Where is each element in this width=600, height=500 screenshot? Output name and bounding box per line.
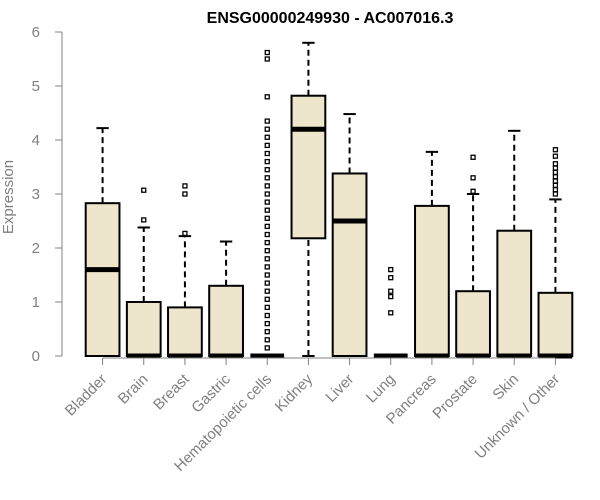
outlier-point (552, 174, 559, 180)
outlier-point (552, 153, 559, 159)
outlier-point (264, 183, 270, 189)
box-liver (331, 113, 368, 357)
outlier-point (552, 187, 559, 193)
box-lung (373, 266, 408, 359)
box (290, 94, 327, 240)
outlier-point (388, 293, 394, 300)
y-tick-label: 6 (32, 24, 40, 41)
y-tick-label: 1 (32, 294, 40, 311)
box (84, 202, 121, 357)
outlier-point (264, 288, 270, 294)
box-breast (167, 183, 203, 359)
outlier-point (264, 320, 270, 327)
outlier-point (264, 256, 270, 262)
outlier-point (264, 296, 270, 302)
outlier-point (264, 56, 270, 62)
outlier-point (264, 272, 270, 278)
outlier-point (182, 191, 188, 197)
outlier-point (470, 175, 476, 181)
outlier-point (264, 49, 270, 56)
outlier-point (264, 345, 270, 351)
outlier-point (264, 248, 270, 254)
x-tick-label: Liver (322, 371, 357, 406)
box-gastric (208, 240, 244, 359)
outlier-point (552, 147, 559, 153)
x-tick-label: Bladder (62, 371, 111, 420)
outlier-point (264, 175, 270, 181)
box (414, 204, 450, 357)
box (496, 229, 533, 357)
outlier-point (552, 165, 559, 171)
outlier-point (264, 126, 270, 132)
outlier-point (388, 266, 394, 273)
outlier-point (264, 280, 270, 286)
outlier-point (264, 239, 270, 246)
box-skin (496, 129, 533, 359)
outlier-point (552, 178, 559, 184)
outlier-point (552, 161, 559, 167)
box-hematopoietic-cells (250, 49, 285, 359)
x-tick-label: Skin (489, 371, 522, 404)
box (167, 306, 203, 357)
outlier-point (264, 167, 270, 173)
box-unknown-other (537, 147, 574, 359)
box-bladder (84, 127, 121, 357)
outlier-point (264, 94, 270, 100)
x-tick-label: Breast (150, 370, 193, 413)
y-axis-label: Expression (0, 160, 17, 234)
outlier-point (552, 169, 559, 176)
outlier-point (264, 118, 270, 124)
box-kidney (290, 41, 327, 357)
outlier-point (388, 288, 394, 294)
outlier-point (182, 230, 188, 237)
outlier-point (470, 154, 476, 160)
outlier-point (552, 191, 559, 197)
outlier-point (264, 329, 270, 335)
outlier-point (264, 231, 270, 238)
outlier-point (264, 191, 270, 197)
outlier-point (264, 223, 270, 230)
outlier-point (182, 183, 188, 189)
box (537, 291, 574, 358)
y-tick-label: 5 (32, 78, 40, 95)
box-brain (125, 187, 162, 359)
outlier-point (388, 310, 394, 316)
outlier-point (264, 312, 270, 319)
box (208, 284, 244, 357)
y-tick-label: 3 (32, 186, 40, 203)
outlier-point (264, 158, 270, 165)
box-pancreas (414, 150, 450, 359)
box (125, 301, 162, 357)
box-prostate (455, 154, 491, 359)
outlier-point (264, 150, 270, 157)
outlier-point (264, 215, 270, 221)
outlier-point (264, 337, 270, 343)
outlier-point (470, 188, 476, 194)
boxes-group (84, 41, 574, 359)
outlier-point (264, 199, 270, 205)
outlier-point (264, 264, 270, 270)
outlier-point (141, 187, 147, 193)
x-tick-label: Brain (115, 371, 152, 408)
outlier-point (388, 275, 394, 281)
y-tick-label: 0 (32, 348, 40, 365)
box (331, 172, 368, 357)
x-tick-label: Prostate (429, 371, 481, 423)
x-tick-label: Kidney (272, 370, 317, 415)
outlier-point (552, 182, 559, 189)
x-tick-label: Lung (363, 371, 399, 407)
outlier-point (264, 142, 270, 149)
outlier-point (264, 207, 270, 213)
y-tick-label: 2 (32, 240, 40, 257)
box (455, 290, 491, 358)
y-axis: 0 1 2 3 4 5 6 (32, 24, 63, 365)
outlier-point (141, 217, 147, 223)
y-tick-label: 4 (32, 132, 40, 149)
chart-title: ENSG00000249930 - AC007016.3 (207, 10, 454, 27)
outlier-point (264, 134, 270, 140)
outlier-point (264, 304, 270, 311)
